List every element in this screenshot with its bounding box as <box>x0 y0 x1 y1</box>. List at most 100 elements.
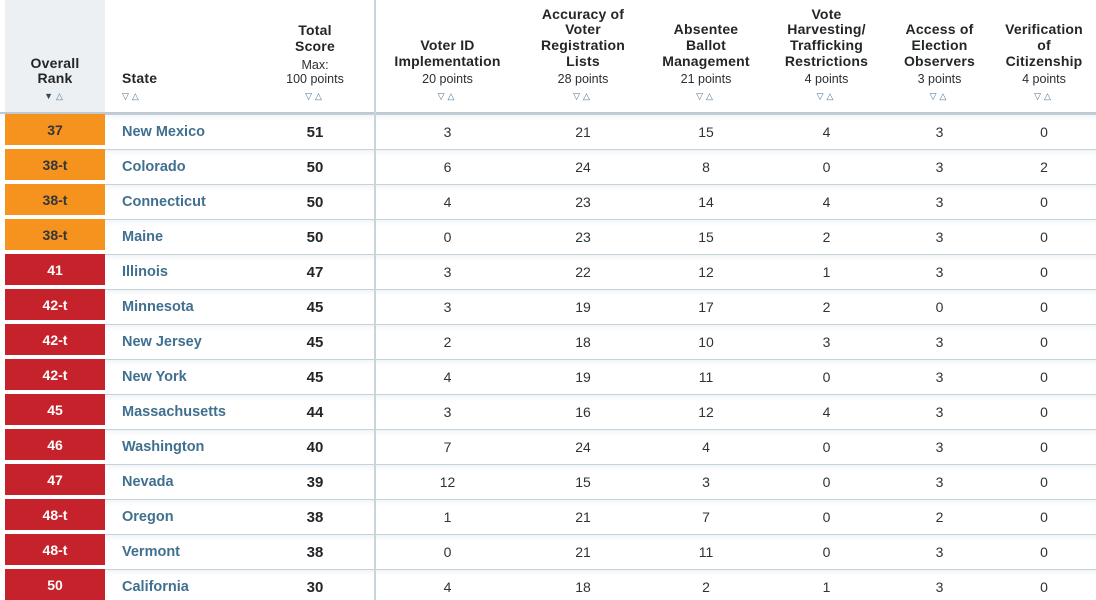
sort-asc-icon[interactable]: △ <box>706 91 716 101</box>
rank-value: 41 <box>47 261 63 278</box>
score-cell-vote-harvesting: 4 <box>766 394 887 429</box>
rank-value: 42-t <box>42 331 68 348</box>
sort-desc-icon[interactable]: ▽ <box>929 91 940 101</box>
rank-value: 46 <box>47 436 63 453</box>
score-cell-registration-accuracy: 22 <box>520 254 646 289</box>
score-cell-citizenship: 0 <box>992 394 1096 429</box>
score-cell-absentee-ballot: 3 <box>646 464 766 499</box>
state-link[interactable]: Illinois <box>122 264 168 280</box>
sort-arrows: ▽△ <box>122 92 142 101</box>
score-cell-vote-harvesting: 4 <box>766 114 887 149</box>
sort-desc-icon[interactable]: ▽ <box>305 91 315 101</box>
column-header-voter-id[interactable]: Voter ID Implementation 20 points ▽△ <box>375 0 520 112</box>
score-cell-election-observers: 3 <box>887 534 992 569</box>
rank-value: 42-t <box>42 296 68 313</box>
sort-arrows: ▽△ <box>1034 92 1054 101</box>
score-cell-citizenship: 0 <box>992 114 1096 149</box>
state-link[interactable]: Vermont <box>122 544 181 560</box>
state-link[interactable]: New Mexico <box>122 124 205 140</box>
table-row: 41 Illinois 47 3 22 12 1 3 0 <box>0 254 1096 289</box>
sort-asc-icon[interactable]: △ <box>131 91 142 101</box>
score-cell-registration-accuracy: 18 <box>520 569 646 600</box>
sort-arrows: ▽△ <box>305 92 325 101</box>
column-header-vote-harvesting[interactable]: Vote Harvesting/ Trafficking Restriction… <box>766 0 887 112</box>
rank-badge: 38-t <box>5 184 105 215</box>
column-title: Verification of Citizenship <box>1005 21 1083 69</box>
score-cell-election-observers: 3 <box>887 324 992 359</box>
total-score-cell: 45 <box>255 289 375 324</box>
table-row: 37 New Mexico 51 3 21 15 4 3 0 <box>0 114 1096 149</box>
state-link[interactable]: Minnesota <box>122 299 194 315</box>
column-header-registration-accuracy[interactable]: Accuracy of Voter Registration Lists 28 … <box>520 0 646 112</box>
table-body: 37 New Mexico 51 3 21 15 4 3 0 38-t Colo… <box>0 114 1096 600</box>
sort-asc-icon[interactable]: △ <box>826 91 837 101</box>
score-cell-vote-harvesting: 0 <box>766 359 887 394</box>
state-link[interactable]: Oregon <box>122 509 174 525</box>
state-link[interactable]: Nevada <box>122 474 174 490</box>
rank-value: 48-t <box>42 506 68 523</box>
column-header-state[interactable]: State ▽△ <box>105 0 255 112</box>
sort-desc-icon[interactable]: ▽ <box>696 91 706 101</box>
sort-desc-icon[interactable]: ▽ <box>816 91 827 101</box>
total-score-cell: 47 <box>255 254 375 289</box>
sort-asc-icon[interactable]: △ <box>1044 91 1054 101</box>
score-cell-vote-harvesting: 0 <box>766 464 887 499</box>
total-score-cell: 50 <box>255 184 375 219</box>
sort-desc-icon[interactable]: ▽ <box>1034 91 1044 101</box>
score-cell-citizenship: 0 <box>992 219 1096 254</box>
state-link[interactable]: Colorado <box>122 159 186 175</box>
column-header-election-observers[interactable]: Access of Election Observers 3 points ▽△ <box>887 0 992 112</box>
sort-desc-icon[interactable]: ▽ <box>437 91 448 101</box>
state-link[interactable]: Massachusetts <box>122 404 226 420</box>
score-cell-vote-harvesting: 2 <box>766 289 887 324</box>
column-header-overall-rank[interactable]: Overall Rank ▼△ <box>5 0 105 112</box>
score-cell-voter-id: 1 <box>375 499 520 534</box>
rank-badge: 38-t <box>5 219 105 250</box>
score-cell-citizenship: 0 <box>992 534 1096 569</box>
rank-value: 48-t <box>42 541 68 558</box>
column-header-total-score[interactable]: Total Score Max: 100 points ▽△ <box>255 0 375 112</box>
rank-value: 38-t <box>42 156 68 173</box>
sort-desc-icon[interactable]: ▽ <box>573 91 583 101</box>
score-cell-absentee-ballot: 11 <box>646 359 766 394</box>
column-title: Voter ID Implementation <box>394 36 501 69</box>
score-cell-registration-accuracy: 21 <box>520 114 646 149</box>
score-cell-voter-id: 3 <box>375 254 520 289</box>
state-link[interactable]: Washington <box>122 439 205 455</box>
table-row: 47 Nevada 39 12 15 3 0 3 0 <box>0 464 1096 499</box>
sort-asc-icon[interactable]: △ <box>315 91 325 101</box>
state-cell: New York <box>105 359 255 394</box>
state-link[interactable]: New Jersey <box>122 334 202 350</box>
score-cell-absentee-ballot: 4 <box>646 429 766 464</box>
state-link[interactable]: New York <box>122 369 187 385</box>
score-cell-absentee-ballot: 12 <box>646 254 766 289</box>
score-cell-absentee-ballot: 14 <box>646 184 766 219</box>
table-row: 46 Washington 40 7 24 4 0 3 0 <box>0 429 1096 464</box>
state-link[interactable]: California <box>122 579 189 595</box>
score-cell-registration-accuracy: 18 <box>520 324 646 359</box>
sort-asc-icon[interactable]: △ <box>583 91 593 101</box>
sort-asc-icon[interactable]: △ <box>939 91 950 101</box>
total-score-cell: 38 <box>255 499 375 534</box>
score-cell-vote-harvesting: 1 <box>766 569 887 600</box>
rank-badge: 48-t <box>5 499 105 530</box>
column-header-absentee-ballot[interactable]: Absentee Ballot Management 21 points ▽△ <box>646 0 766 112</box>
sort-asc-icon[interactable]: △ <box>56 91 66 101</box>
score-cell-voter-id: 0 <box>375 534 520 569</box>
state-link[interactable]: Maine <box>122 229 164 245</box>
sort-arrows: ▽△ <box>817 92 837 101</box>
rank-badge: 42-t <box>5 289 105 320</box>
state-link[interactable]: Connecticut <box>122 194 206 210</box>
sort-asc-icon[interactable]: △ <box>447 91 458 101</box>
column-header-citizenship-verification[interactable]: Verification of Citizenship 4 points ▽△ <box>992 0 1096 112</box>
sort-desc-icon[interactable]: ▼ <box>44 91 56 101</box>
column-title: Access of Election Observers <box>903 21 976 69</box>
score-cell-registration-accuracy: 16 <box>520 394 646 429</box>
column-title: State <box>122 70 158 87</box>
state-cell: Vermont <box>105 534 255 569</box>
rank-value: 50 <box>47 576 63 593</box>
score-cell-vote-harvesting: 3 <box>766 324 887 359</box>
sort-arrows: ▽△ <box>930 92 950 101</box>
state-cell: New Jersey <box>105 324 255 359</box>
sort-desc-icon[interactable]: ▽ <box>122 91 132 101</box>
